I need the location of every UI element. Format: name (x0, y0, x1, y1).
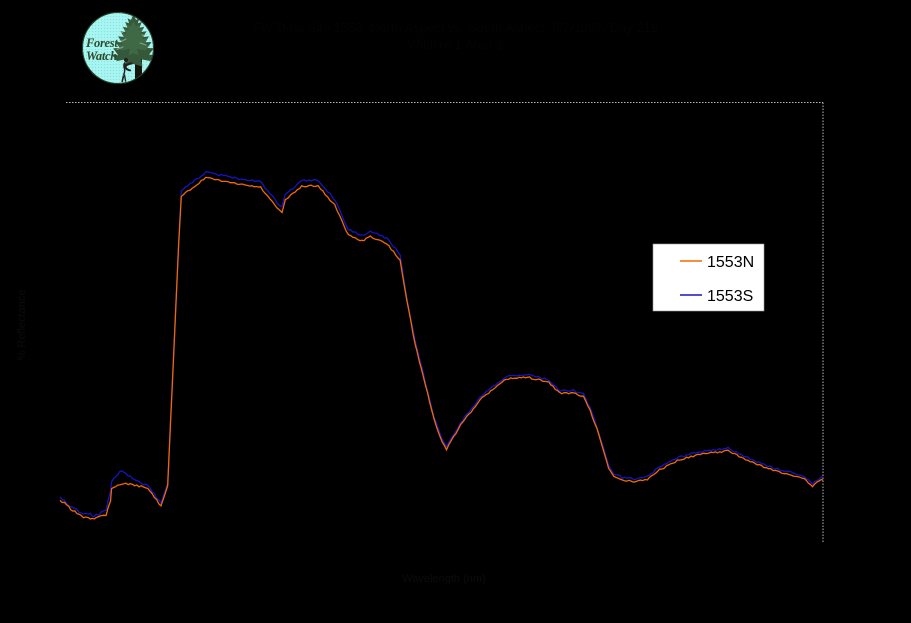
svg-text:% Reflectance: % Reflectance (16, 290, 28, 361)
svg-text:1553N: 1553N (707, 254, 754, 271)
svg-text:Wavelength (nm): Wavelength (nm) (402, 573, 485, 585)
svg-text:1553S: 1553S (707, 288, 753, 305)
